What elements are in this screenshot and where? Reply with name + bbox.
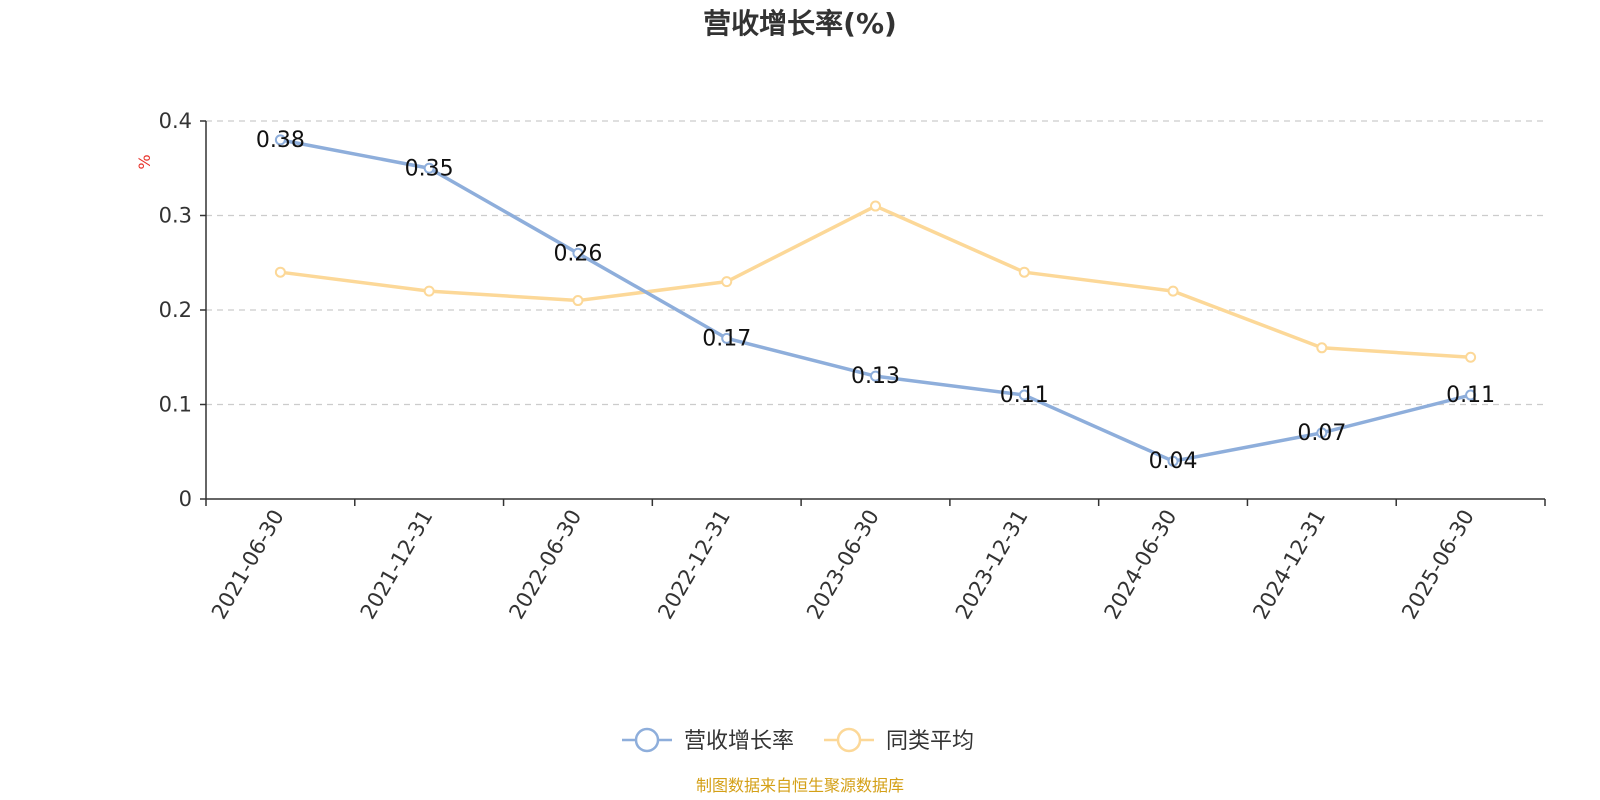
chart-title: 营收增长率(%) — [703, 7, 897, 40]
x-tick-label: 2022-06-30 — [504, 506, 586, 624]
data-point — [1465, 389, 1477, 401]
data-point — [1018, 266, 1030, 278]
data-label: 0.11 — [1446, 383, 1495, 408]
x-tick-label: 2023-12-31 — [951, 506, 1033, 624]
legend-item[interactable]: 同类平均 — [824, 727, 974, 754]
y-axis-unit: % — [135, 154, 154, 169]
y-tick-label: 0 — [179, 487, 192, 511]
data-point — [1316, 427, 1328, 439]
x-tick-label: 2024-06-30 — [1100, 506, 1182, 624]
y-tick-label: 0.4 — [159, 109, 192, 133]
data-point — [1018, 389, 1030, 401]
data-label: 0.26 — [553, 241, 602, 266]
x-tick-label: 2021-06-30 — [207, 506, 289, 624]
legend-circle-icon — [836, 727, 862, 753]
data-label: 0.11 — [1000, 383, 1049, 408]
data-labels: 0.38 0.35 0.26 0.17 0.13 0.11 0.04 0.07 0.11 — [256, 128, 1495, 474]
x-tick-label: 2024-12-31 — [1248, 506, 1330, 624]
y-tick-label: 0.2 — [159, 298, 192, 322]
data-point — [1167, 455, 1179, 467]
data-point — [721, 332, 733, 344]
data-label: 0.07 — [1297, 421, 1346, 446]
data-point — [423, 162, 435, 174]
data-point — [274, 266, 286, 278]
data-point — [572, 295, 584, 307]
data-label: 0.17 — [702, 326, 751, 351]
x-tick-label: 2022-12-31 — [653, 506, 735, 624]
series-line — [280, 138, 1472, 463]
series-layer — [274, 134, 1477, 467]
data-point — [870, 200, 881, 212]
data-point — [274, 134, 286, 146]
legend-label: 营收增长率 — [684, 729, 794, 754]
y-tick-label: 0.1 — [159, 393, 192, 417]
data-label: 0.38 — [256, 128, 305, 153]
legend-circle-icon — [634, 727, 660, 753]
data-point — [1316, 342, 1328, 354]
data-point — [572, 247, 584, 259]
data-point — [423, 285, 435, 297]
legend-item[interactable]: 营收增长率 — [622, 727, 794, 754]
data-point — [870, 370, 881, 382]
data-label: 0.04 — [1149, 449, 1198, 474]
y-tick-label: 0.3 — [159, 204, 192, 228]
legend: 营收增长率 同类平均 — [622, 727, 974, 754]
x-tick-label: 2023-06-30 — [802, 506, 884, 624]
data-point — [1465, 351, 1477, 363]
x-tick-label: 2025-06-30 — [1397, 506, 1479, 624]
legend-label: 同类平均 — [886, 729, 974, 754]
data-point — [721, 276, 733, 288]
data-label: 0.13 — [851, 364, 900, 389]
grid-lines — [206, 120, 1545, 406]
data-label: 0.35 — [405, 156, 454, 181]
x-tick-label: 2021-12-31 — [356, 505, 438, 623]
source-note: 制图数据来自恒生聚源数据库 — [696, 776, 904, 795]
series-line — [280, 204, 1471, 359]
data-point — [1167, 285, 1179, 297]
